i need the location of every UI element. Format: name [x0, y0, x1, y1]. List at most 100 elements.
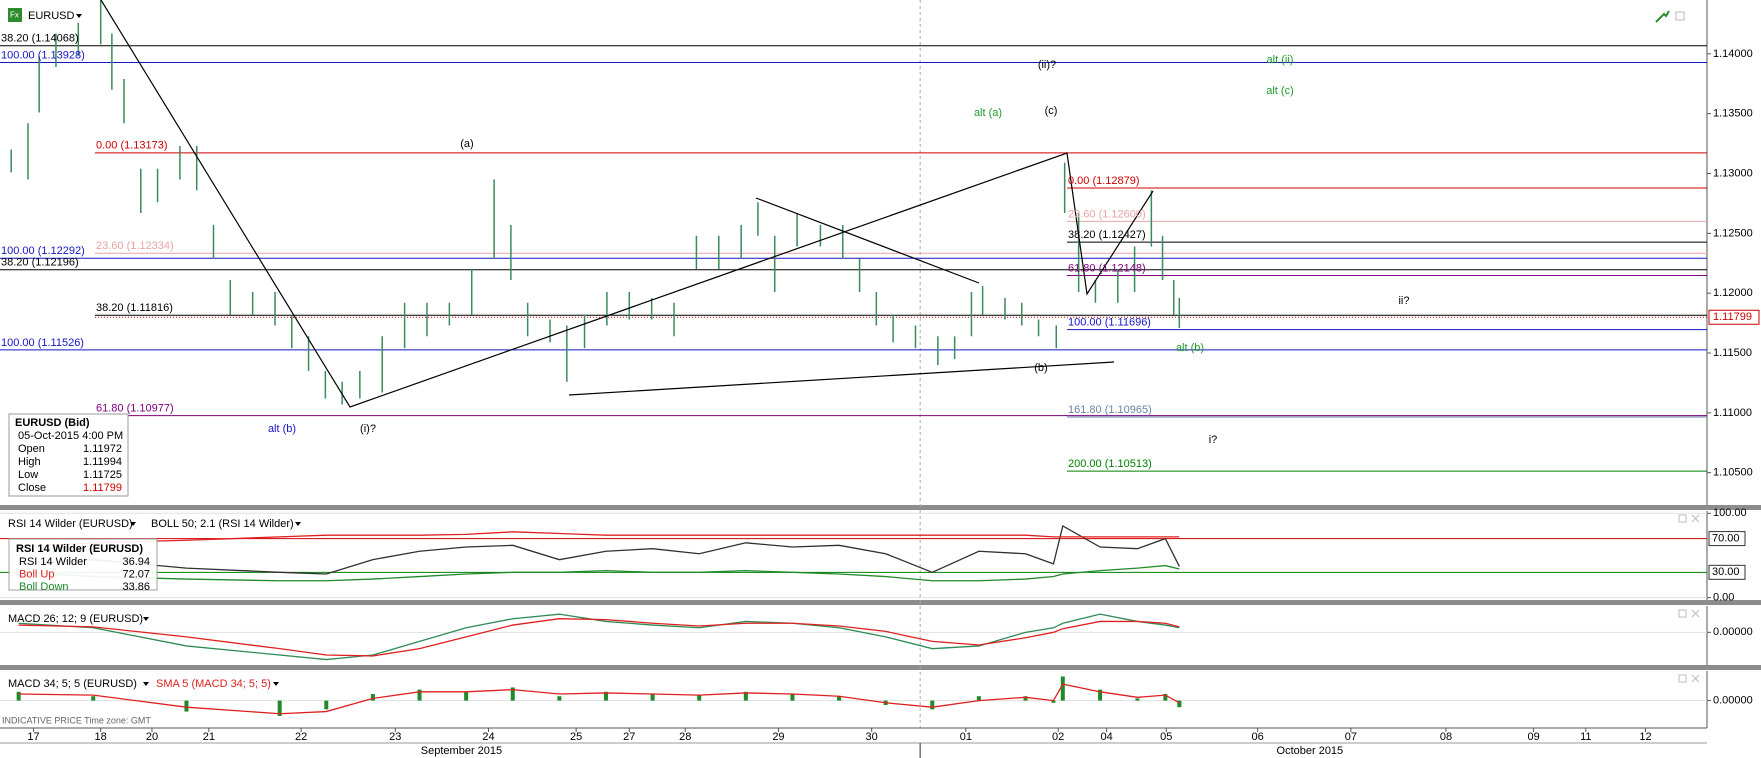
dropdown-arrow[interactable] [76, 14, 82, 18]
wave-label: alt (c) [1266, 85, 1294, 97]
panel-separator [0, 665, 1761, 670]
histogram-bar [837, 696, 842, 701]
symbol[interactable]: EURUSD [28, 10, 75, 22]
x-tick-label: 29 [772, 731, 784, 743]
info-key: High [18, 456, 41, 468]
dropdown-arrow[interactable] [130, 522, 136, 526]
panel-close[interactable] [1691, 674, 1700, 683]
x-tick-label: 11 [1580, 731, 1591, 743]
month-label: September 2015 [421, 745, 502, 757]
panel-title[interactable]: MACD 26; 12; 9 (EURUSD) [8, 613, 143, 625]
histogram-bar [1023, 696, 1028, 701]
window-button[interactable] [1675, 11, 1685, 21]
fib-label: 0.00 (1.13173) [96, 140, 168, 152]
panel-title[interactable]: MACD 34; 5; 5 (EURUSD) [8, 678, 137, 690]
histogram-bar [1177, 700, 1182, 708]
series-line [18, 683, 1180, 715]
fib-label: 200.00 (1.10513) [1068, 458, 1152, 470]
histogram-bar [603, 691, 608, 701]
info-box [8, 413, 129, 497]
y-tick-label: 1.11500 [1713, 347, 1752, 359]
wave-label: (i)? [360, 423, 376, 435]
histogram-bar [1098, 689, 1103, 701]
panel-close[interactable] [1691, 609, 1700, 618]
fib-label: 23.60 (1.12600) [1068, 208, 1146, 220]
trend-icon[interactable] [1655, 10, 1670, 23]
info-value: 1.11994 [83, 456, 122, 468]
wave-label: alt (b) [268, 423, 296, 435]
readout-value: 72.07 [122, 568, 150, 580]
y-tick-label: 0.00000 [1713, 626, 1753, 638]
fib-label: 23.60 (1.12334) [96, 240, 174, 252]
wave-label: ii? [1398, 295, 1409, 307]
footnote: INDICATIVE PRICE Time zone: GMT [2, 715, 151, 725]
fib-label: 38.20 (1.14068) [1, 33, 79, 45]
wave-label: (b) [1034, 362, 1047, 374]
x-tick-label: 21 [203, 731, 215, 743]
info-box [8, 538, 158, 591]
wave-label: (ii)? [1038, 59, 1056, 71]
fib-label: 61.80 (1.12148) [1068, 262, 1146, 274]
x-tick-label: 23 [389, 731, 401, 743]
info-value: 1.11972 [83, 443, 122, 455]
y-tick-label: 0.00 [1713, 592, 1734, 604]
y-tick-label: 0.00000 [1713, 695, 1753, 707]
dropdown-arrow[interactable] [143, 617, 149, 621]
fx-icon[interactable] [8, 8, 22, 22]
panel-title[interactable]: RSI 14 Wilder (EURUSD) [8, 518, 133, 530]
histogram-bar [417, 689, 422, 701]
dropdown-arrow[interactable] [295, 522, 301, 526]
histogram-bar [277, 700, 282, 716]
trend-line [568, 361, 1115, 396]
info-key: Low [18, 469, 38, 481]
x-tick-label: 02 [1052, 731, 1064, 743]
fib-label: 38.20 (1.12427) [1068, 229, 1146, 241]
trend-line [755, 197, 980, 284]
level-label: 30.00 [1712, 566, 1740, 578]
x-tick-label: 04 [1100, 731, 1112, 743]
wave-label: (c) [1045, 105, 1058, 117]
panel-close[interactable] [1691, 514, 1700, 523]
histogram-bar [370, 694, 375, 701]
series-line [18, 524, 1180, 575]
panel-button[interactable] [1678, 514, 1687, 523]
histogram-bar [184, 700, 189, 712]
fib-label: 100.00 (1.13928) [1, 49, 85, 61]
y-tick-label: 1.12500 [1713, 227, 1753, 239]
fib-label: 38.20 (1.11816) [96, 302, 173, 314]
series-line [18, 618, 1180, 657]
month-label: October 2015 [1277, 745, 1344, 757]
x-tick-label: 22 [295, 731, 307, 743]
dropdown-arrow[interactable] [273, 682, 279, 686]
panel-button[interactable] [1678, 674, 1687, 683]
x-tick-label: 20 [146, 731, 158, 743]
info-title: EURUSD (Bid) [15, 417, 90, 429]
panel-subtitle[interactable]: BOLL 50; 2.1 (RSI 14 Wilder) [151, 518, 294, 530]
histogram-bar [16, 691, 21, 701]
histogram-bar [1051, 700, 1056, 703]
fx-icon-text: Fx [10, 11, 19, 20]
panel-separator [0, 600, 1761, 605]
y-tick-label: 1.13000 [1713, 167, 1753, 179]
fib-label: 0.00 (1.12879) [1068, 175, 1140, 187]
dropdown-arrow[interactable] [143, 682, 149, 686]
histogram-bar [557, 696, 562, 701]
x-tick-label: 01 [960, 731, 972, 743]
x-tick-label: 05 [1160, 731, 1172, 743]
x-tick-label: 17 [27, 731, 39, 743]
histogram-bar [1163, 694, 1168, 701]
x-tick-label: 24 [482, 731, 494, 743]
level-box [1708, 531, 1746, 547]
y-tick-label: 1.12000 [1713, 287, 1753, 299]
y-tick-label: 1.11000 [1713, 407, 1752, 419]
x-tick-label: 12 [1639, 731, 1651, 743]
info-key: Close [18, 482, 46, 494]
panel-button[interactable] [1678, 609, 1687, 618]
fib-label: 100.00 (1.11526) [1, 337, 84, 349]
trend-line [100, 0, 1154, 408]
legend-entry[interactable]: SMA 5 (MACD 34; 5; 5) [156, 678, 271, 690]
x-tick-label: 25 [570, 731, 582, 743]
readout-value: 33.86 [122, 581, 150, 593]
x-tick-label: 27 [623, 731, 635, 743]
